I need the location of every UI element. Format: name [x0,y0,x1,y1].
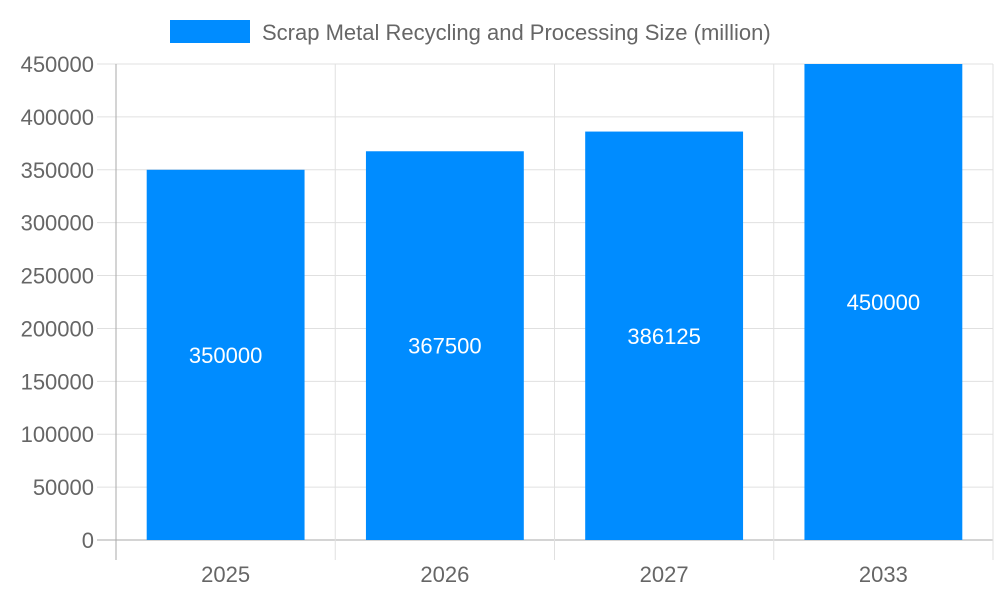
legend-label: Scrap Metal Recycling and Processing Siz… [262,20,771,45]
y-tick-label: 150000 [21,369,94,394]
data-label: 350000 [189,343,262,368]
y-tick-label: 350000 [21,158,94,183]
bar [365,151,524,540]
x-tick-label: 2025 [201,562,250,587]
axes: 0 50000 100000 150000 200000 250000 300000 3500… [21,52,908,587]
legend[interactable]: Scrap Metal Recycling and Processing Siz… [170,20,771,45]
data-label: 367500 [408,334,481,359]
x-tick-label: 2026 [420,562,469,587]
y-tick-label: 300000 [21,211,94,236]
data-label: 450000 [847,290,920,315]
legend-swatch [170,20,250,43]
x-tick-label: 2033 [859,562,908,587]
bar [146,169,305,540]
y-tick-label: 0 [82,528,94,553]
y-tick-label: 100000 [21,422,94,447]
bar [804,64,963,540]
y-tick-label: 250000 [21,264,94,289]
bar [585,131,744,540]
y-tick-label: 200000 [21,316,94,341]
data-label: 386125 [627,324,700,349]
y-tick-label: 50000 [33,475,94,500]
x-tick-label: 2027 [640,562,689,587]
y-tick-label: 400000 [21,105,94,130]
y-tick-label: 450000 [21,52,94,77]
bars: 350000 367500 386125 450000 [146,64,963,540]
